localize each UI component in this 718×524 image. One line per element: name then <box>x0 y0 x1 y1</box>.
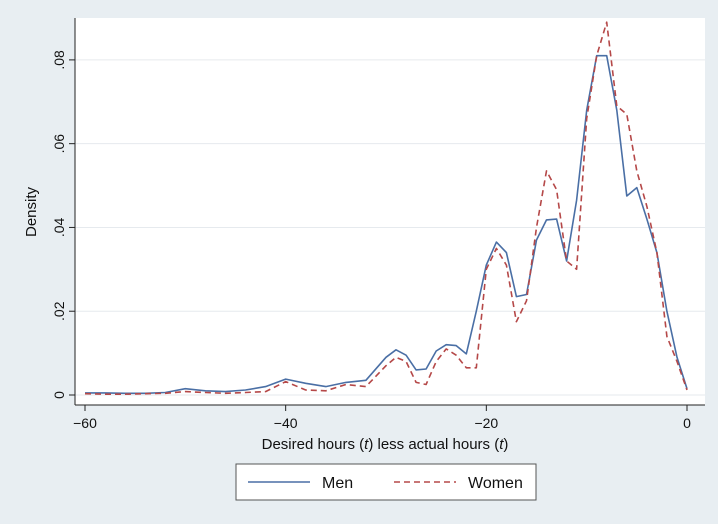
y-axis-label: Density <box>23 186 40 237</box>
x-axis-label: Desired hours (t) less actual hours (t) <box>262 436 509 453</box>
legend-label-women: Women <box>468 475 523 492</box>
legend: Men Women <box>235 463 537 501</box>
series-line-men <box>85 54 688 395</box>
x-tick-label: −60 <box>73 415 97 431</box>
y-tick-label: .02 <box>51 301 67 321</box>
plot-area <box>75 18 705 405</box>
axes: 0 .02 .04 .06 .08 −60 −40 −20 0 <box>51 18 705 431</box>
x-tick-label: −20 <box>474 415 498 431</box>
y-tick-label: 0 <box>51 391 67 399</box>
y-tick-label: .04 <box>51 218 67 238</box>
x-tick-label: 0 <box>683 415 691 431</box>
y-tick-label: .08 <box>51 50 67 70</box>
series-group <box>84 21 688 395</box>
x-tick-label: −40 <box>274 415 298 431</box>
legend-label-men: Men <box>322 475 353 492</box>
series-line-women <box>84 21 688 395</box>
grid <box>75 59 705 396</box>
y-tick-label: .06 <box>51 134 67 154</box>
